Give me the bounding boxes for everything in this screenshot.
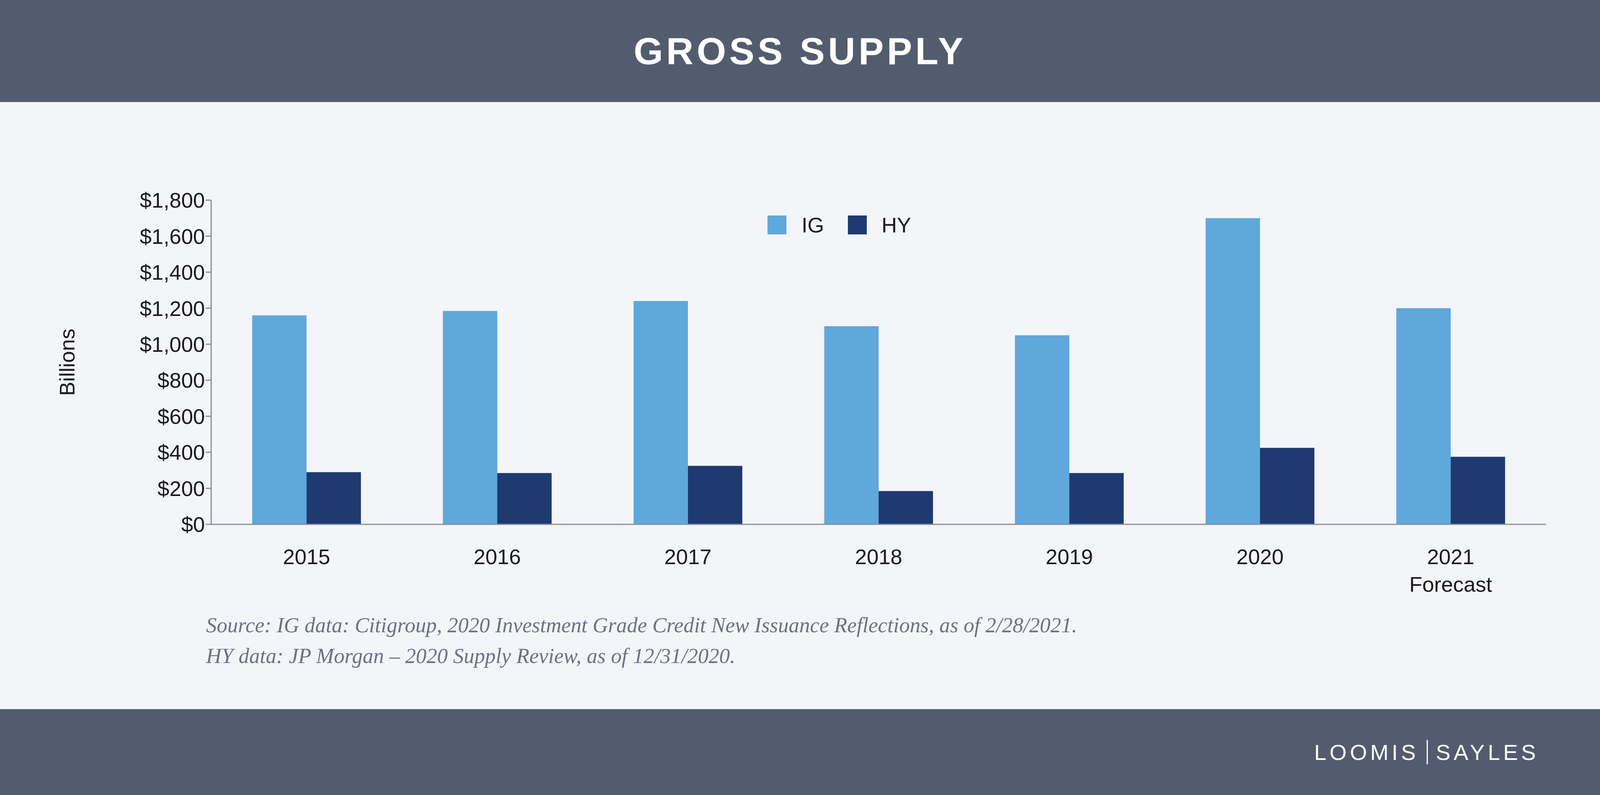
svg-text:$1,200: $1,200 xyxy=(139,296,205,321)
svg-text:$400: $400 xyxy=(157,440,205,465)
svg-text:2017: 2017 xyxy=(664,544,712,569)
svg-text:$1,400: $1,400 xyxy=(139,260,205,285)
html-text:LOOMIS: LOOMIS xyxy=(1314,739,1419,765)
svg-text:2018: 2018 xyxy=(854,544,903,569)
html-text:HY data: JP Morgan – 2020 Supp: HY data: JP Morgan – 2020 Supply Review,… xyxy=(206,644,736,668)
svg-text:2019: 2019 xyxy=(1045,544,1093,569)
svg-text:$200: $200 xyxy=(157,476,205,501)
svg-text:$1,800: $1,800 xyxy=(139,188,205,212)
html-text:GROSS SUPPLY: GROSS SUPPLY xyxy=(633,29,967,72)
svg-text:$1,000: $1,000 xyxy=(139,332,205,357)
svg-text:2016: 2016 xyxy=(473,544,521,569)
svg-text:2015: 2015 xyxy=(282,544,331,569)
html-text:HY: HY xyxy=(881,213,912,237)
html-text:SAYLES: SAYLES xyxy=(1435,739,1539,765)
html-text:Source: IG data: Citigroup, 20: Source: IG data: Citigroup, 2020 Investm… xyxy=(206,613,1078,638)
svg-text:$0: $0 xyxy=(181,512,205,537)
html-text:IG: IG xyxy=(801,213,825,237)
svg-text:2021Forecast: 2021Forecast xyxy=(1409,544,1493,597)
svg-text:$600: $600 xyxy=(157,404,205,429)
svg-text:2020: 2020 xyxy=(1236,544,1284,569)
svg-text:$1,600: $1,600 xyxy=(139,224,205,249)
svg-text:$800: $800 xyxy=(157,368,205,393)
svg-text:Billions: Billions xyxy=(55,328,79,396)
